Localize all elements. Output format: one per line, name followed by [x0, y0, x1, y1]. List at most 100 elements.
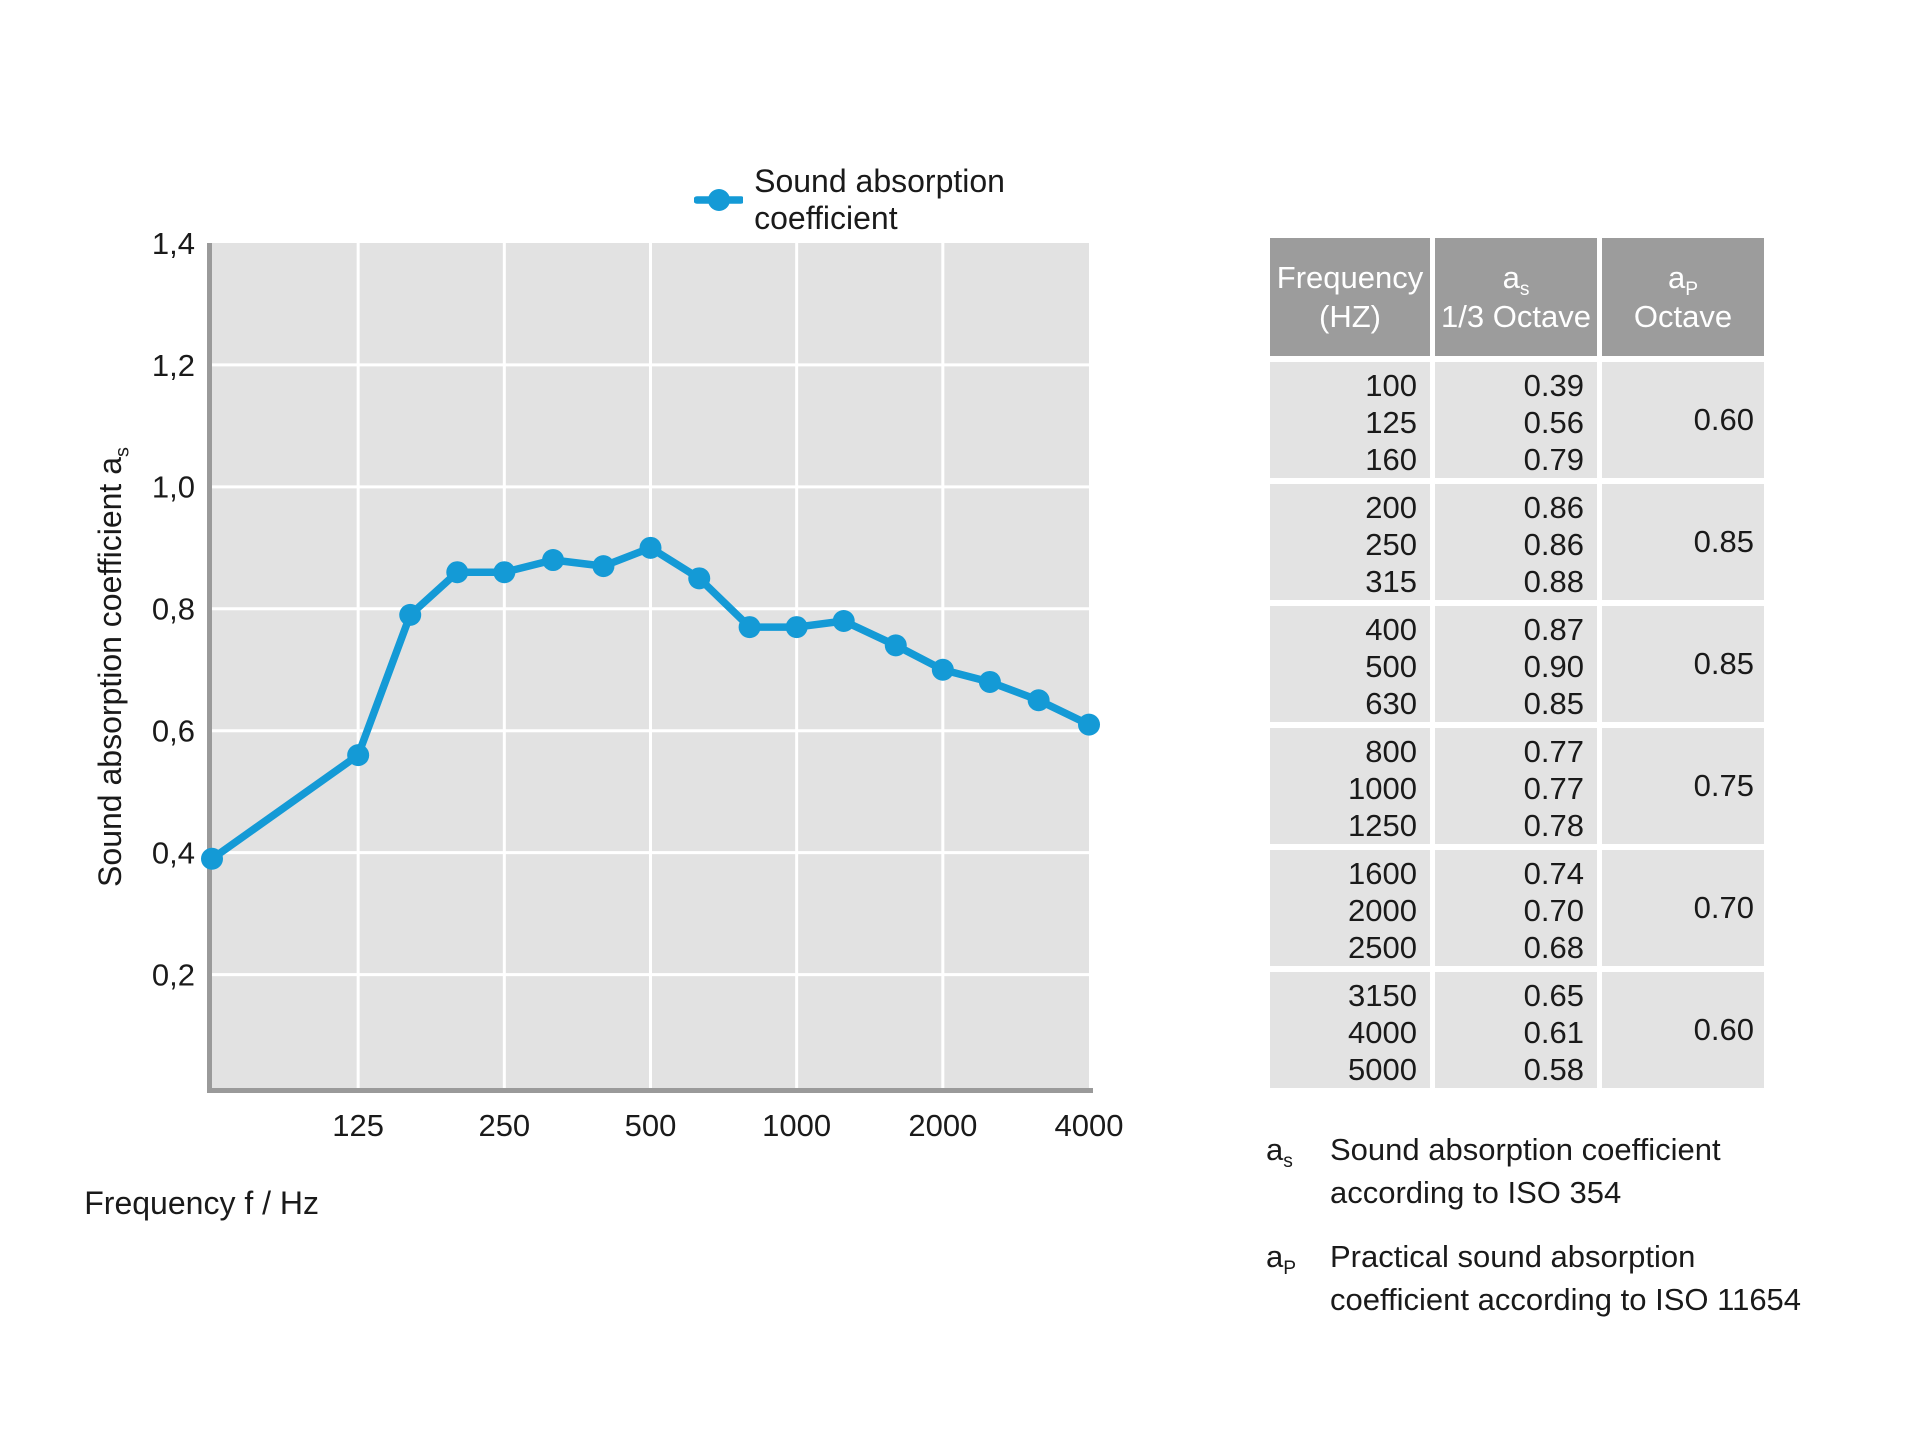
table-as-group-cell: 0.74 0.70 0.68: [1435, 850, 1597, 966]
data-point-marker: [688, 567, 711, 590]
legend-line-marker-icon: [694, 189, 744, 211]
table-as-value: 0.56: [1523, 405, 1584, 440]
x-tick-label: 125: [332, 1108, 384, 1143]
table-ap-cell: 0.75: [1602, 728, 1764, 844]
table-as-group-cell: 0.65 0.61 0.58: [1435, 972, 1597, 1088]
footnotes: as Sound absorption coefficient accordin…: [1266, 1128, 1826, 1342]
table-frequency-value: 250: [1365, 527, 1417, 562]
y-tick-label: 1,0: [152, 470, 195, 505]
table-as-value: 0.74: [1523, 856, 1584, 891]
data-point-marker: [446, 561, 469, 584]
x-tick-label: 250: [478, 1108, 530, 1143]
table-ap-cell: 0.85: [1602, 484, 1764, 600]
table-frequency-value: 400: [1365, 612, 1417, 647]
table-ap-value: 0.85: [1693, 646, 1754, 681]
table-as-value: 0.68: [1523, 930, 1584, 965]
x-tick-label: 500: [625, 1108, 677, 1143]
table-frequency-value: 125: [1365, 405, 1417, 440]
table-frequency-group-cell: 200 250 315: [1270, 484, 1430, 600]
table-frequency-value: 4000: [1348, 1015, 1417, 1050]
y-tick-label: 0,2: [152, 957, 195, 992]
table-as-group-cell: 0.39 0.56 0.79: [1435, 362, 1597, 478]
table-as-value: 0.85: [1523, 686, 1584, 721]
table-frequency-value: 1250: [1348, 808, 1417, 843]
table-ap-value: 0.70: [1693, 890, 1754, 925]
table-frequency-value: 2000: [1348, 893, 1417, 928]
table-as-value: 0.78: [1523, 808, 1584, 843]
table-as-value: 0.87: [1523, 612, 1584, 647]
footnote-as: as Sound absorption coefficient accordin…: [1266, 1132, 1721, 1210]
data-point-marker: [785, 616, 808, 639]
table-as-value: 0.86: [1523, 490, 1584, 525]
table-frequency-group-cell: 800 1000 1250: [1270, 728, 1430, 844]
data-point-marker: [592, 555, 615, 578]
table-frequency-value: 5000: [1348, 1052, 1417, 1087]
table-frequency-value: 1000: [1348, 771, 1417, 806]
table-frequency-value: 3150: [1348, 978, 1417, 1013]
table-frequency-value: 500: [1365, 649, 1417, 684]
data-point-marker: [639, 536, 662, 559]
footnote-ap: aP Practical sound absorption coefficien…: [1266, 1239, 1802, 1317]
x-axis-title: Frequency f / Hz: [84, 1185, 319, 1221]
table-header-ap-octave: aP Octave: [1602, 238, 1764, 356]
table-ap-value: 0.60: [1693, 402, 1754, 437]
table-frequency-group-cell: 400 500 630: [1270, 606, 1430, 722]
chart-legend: Sound absorption coefficient: [694, 163, 1150, 236]
table-as-value: 0.61: [1523, 1015, 1584, 1050]
data-point-marker: [832, 609, 855, 632]
table-ap-cell: 0.85: [1602, 606, 1764, 722]
y-axis-title: Sound absorption coefficient as: [92, 447, 134, 887]
table-as-group-cell: 0.86 0.86 0.88: [1435, 484, 1597, 600]
table-as-group-cell: 0.87 0.90 0.85: [1435, 606, 1597, 722]
y-axis-line: [207, 243, 212, 1093]
x-tick-label: 4000: [1055, 1108, 1124, 1143]
table-frequency-value: 1600: [1348, 856, 1417, 891]
table-as-value: 0.79: [1523, 442, 1584, 477]
data-point-marker: [493, 561, 516, 584]
y-tick-label: 1,4: [152, 226, 195, 261]
table-frequency-group-cell: 100 125 160: [1270, 362, 1430, 478]
table-as-value: 0.39: [1523, 368, 1584, 403]
data-point-marker: [399, 603, 422, 626]
table-as-value: 0.86: [1523, 527, 1584, 562]
legend-label: Sound absorption coefficient: [754, 163, 1005, 236]
table-as-value: 0.65: [1523, 978, 1584, 1013]
table-frequency-group-cell: 3150 4000 5000: [1270, 972, 1430, 1088]
y-tick-label: 0,8: [152, 592, 195, 627]
data-point-marker: [738, 616, 761, 639]
table-as-value: 0.77: [1523, 734, 1584, 769]
x-tick-label: 2000: [908, 1108, 977, 1143]
table-frequency-value: 315: [1365, 564, 1417, 599]
x-tick-label: 1000: [762, 1108, 831, 1143]
table-frequency-value: 100: [1365, 368, 1417, 403]
table-frequency-value: 800: [1365, 734, 1417, 769]
y-tick-label: 0,4: [152, 836, 195, 871]
plot-area: 1,4 1,2 1,0 0,8 0,6 0,4 0,2 125 250 500 1000 2000 40…: [152, 226, 1124, 1143]
table-ap-cell: 0.70: [1602, 850, 1764, 966]
table-ap-cell: 0.60: [1602, 362, 1764, 478]
table-frequency-value: 630: [1365, 686, 1417, 721]
table-ap-value: 0.85: [1693, 524, 1754, 559]
data-point-marker: [978, 670, 1001, 693]
table-header-as-third-octave: as 1/3 Octave: [1435, 238, 1597, 356]
data-point-marker: [1027, 689, 1050, 712]
table-frequency-value: 200: [1365, 490, 1417, 525]
data-point-marker: [542, 549, 565, 572]
y-tick-label: 1,2: [152, 348, 195, 383]
table-ap-cell: 0.60: [1602, 972, 1764, 1088]
table-frequency-value: 2500: [1348, 930, 1417, 965]
table-frequency-value: 160: [1365, 442, 1417, 477]
table-as-value: 0.70: [1523, 893, 1584, 928]
table-as-value: 0.88: [1523, 564, 1584, 599]
table-as-value: 0.90: [1523, 649, 1584, 684]
data-point-marker: [1078, 713, 1100, 736]
y-tick-label: 0,6: [152, 714, 195, 749]
data-point-marker: [201, 847, 223, 870]
table-ap-value: 0.60: [1693, 1012, 1754, 1047]
table-frequency-group-cell: 1600 2000 2500: [1270, 850, 1430, 966]
absorption-table: Frequency (HZ) as 1/3 Octave aP Octave 1…: [1270, 238, 1764, 1088]
table-as-value: 0.58: [1523, 1052, 1584, 1087]
x-axis-line: [207, 1088, 1093, 1093]
absorption-chart: 1,4 1,2 1,0 0,8 0,6 0,4 0,2 125 250 500 1000 2000 40…: [84, 163, 1150, 1221]
data-point-marker: [884, 634, 907, 657]
